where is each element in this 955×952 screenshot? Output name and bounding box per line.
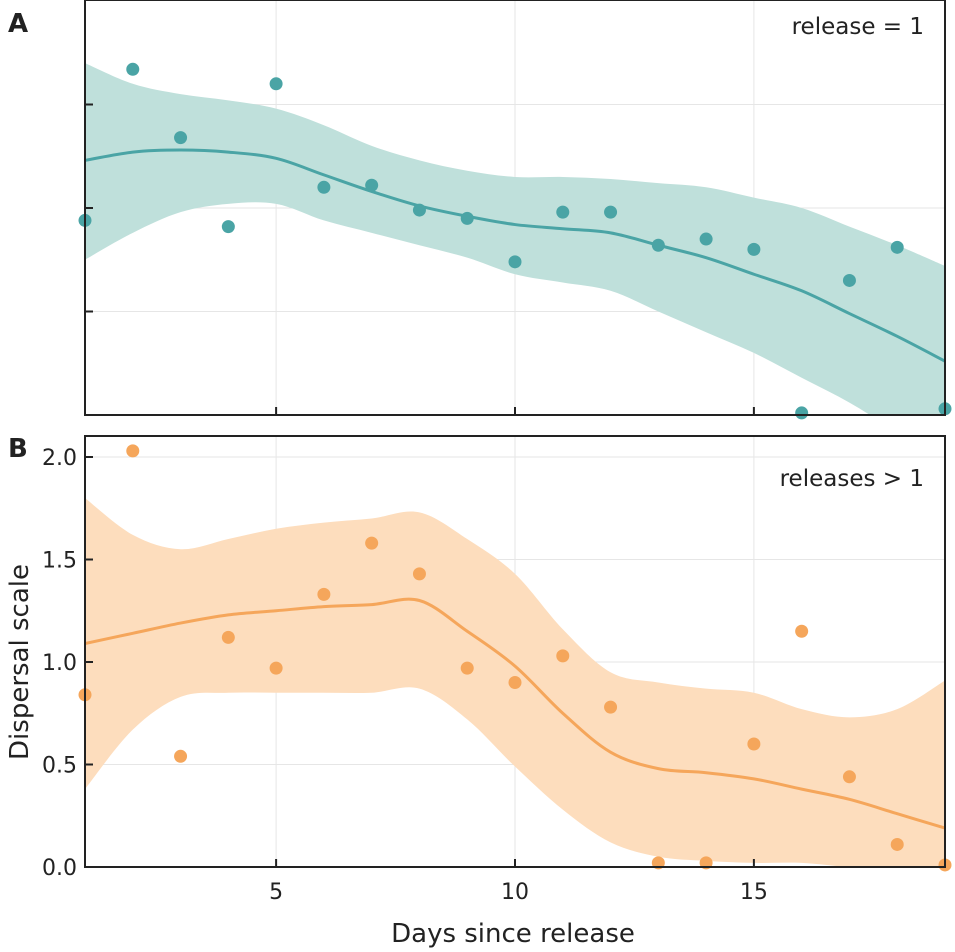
data-point <box>795 624 809 638</box>
data-point <box>508 255 522 269</box>
panel-a-confidence-band <box>85 63 945 415</box>
y-tick-label: 1.5 <box>42 549 77 574</box>
data-point <box>412 567 426 581</box>
confidence-band <box>85 63 945 415</box>
data-point <box>126 62 140 76</box>
data-point <box>556 205 570 219</box>
data-point <box>890 240 904 254</box>
data-point <box>842 273 856 287</box>
x-axis-title: Days since release <box>391 919 635 949</box>
panel-a-letter: A <box>8 9 28 39</box>
fit-line <box>85 597 945 830</box>
y-tick-label: 0.5 <box>42 754 77 779</box>
data-point <box>269 661 283 675</box>
x-tick-label: 10 <box>501 880 529 905</box>
data-point <box>747 737 761 751</box>
data-point <box>747 242 761 256</box>
panel-a: A release = 1 <box>8 0 952 420</box>
data-point <box>699 232 713 246</box>
data-point <box>221 220 235 234</box>
panel-b: 0.0 0.5 1.0 1.5 2.0 5 10 15 B releases > 1 Days… <box>5 434 952 949</box>
panel-b-letter: B <box>8 434 28 464</box>
data-point <box>365 536 379 550</box>
panel-b-points <box>78 444 952 872</box>
y-tick-label: 2.0 <box>42 446 77 471</box>
data-point <box>795 406 809 420</box>
data-point <box>412 203 426 217</box>
data-point <box>269 77 283 91</box>
fit-line <box>85 148 945 363</box>
y-tick-label: 0.0 <box>42 856 77 881</box>
data-point <box>317 180 331 194</box>
data-point <box>842 770 856 784</box>
panel-a-annotation: release = 1 <box>792 14 924 40</box>
data-point <box>221 630 235 644</box>
data-point <box>890 837 904 851</box>
data-point <box>365 178 379 192</box>
y-axis-title: Dispersal scale <box>5 564 35 760</box>
data-point <box>508 676 522 689</box>
y-tick-label: 1.0 <box>42 651 77 676</box>
panel-b-axes <box>84 435 946 868</box>
data-point <box>317 587 331 601</box>
data-point <box>651 238 665 252</box>
panel-a-fit-line <box>85 148 945 363</box>
panel-a-axes <box>84 0 946 416</box>
panel-b-annotation: releases > 1 <box>780 466 924 492</box>
data-point <box>174 131 188 145</box>
data-point <box>604 700 618 714</box>
x-tick-label: 5 <box>269 880 283 905</box>
data-point <box>604 205 618 219</box>
x-tick-label: 15 <box>740 880 768 905</box>
data-point <box>174 749 188 763</box>
panel-b-fit-line <box>85 597 945 830</box>
panel-a-points <box>78 62 952 420</box>
data-point <box>556 649 570 663</box>
data-point <box>460 211 474 225</box>
data-point <box>460 661 474 675</box>
data-point <box>126 444 140 458</box>
panel-b-tick-labels: 0.0 0.5 1.0 1.5 2.0 5 10 15 <box>42 446 768 905</box>
